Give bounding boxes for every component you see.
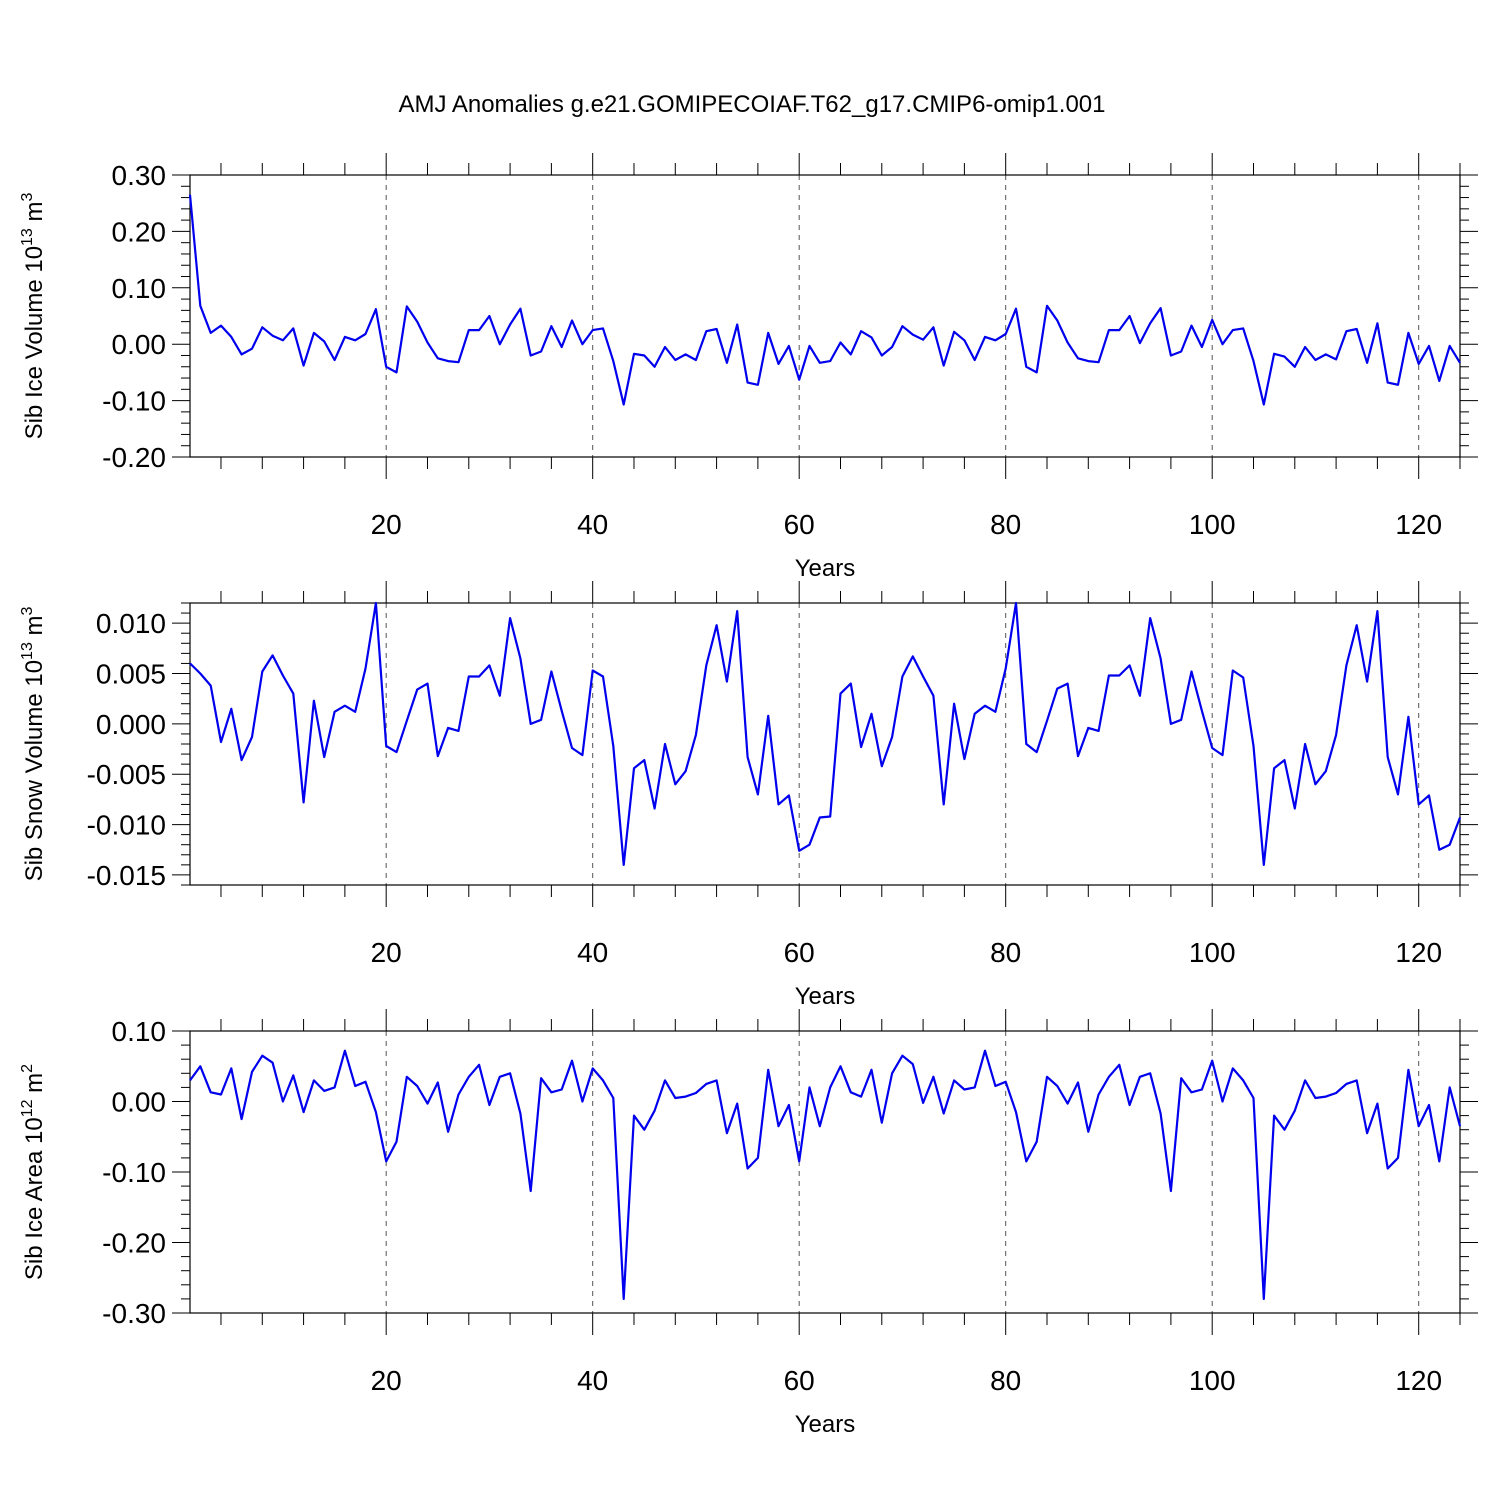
x-axis-label: Years	[795, 983, 856, 1010]
x-axis-label: Years	[795, 1411, 856, 1438]
y-tick-label: 0.10	[112, 1016, 167, 1047]
x-tick-label: 120	[1395, 1365, 1442, 1396]
x-tick-label: 120	[1395, 937, 1442, 968]
y-axis-label: Sib Ice Area 1012 m2	[19, 1064, 48, 1280]
plot-frame	[189, 602, 1461, 886]
y-tick-label: 0.005	[96, 659, 166, 690]
x-tick-label: 40	[577, 937, 608, 968]
y-tick-label: -0.30	[102, 1298, 166, 1329]
y-tick-label: 0.00	[112, 1087, 167, 1118]
x-tick-label: 100	[1189, 1365, 1236, 1396]
x-tick-label: 40	[577, 509, 608, 540]
x-tick-label: 60	[784, 937, 815, 968]
x-tick-label: 80	[990, 509, 1021, 540]
chart-panel-2: -0.015 -0.010 -0.005 0.000 0.005 0.010 20 40 60 8…	[19, 581, 1478, 1010]
y-tick-label: 0.000	[96, 709, 166, 740]
y-tick-label: -0.005	[87, 759, 166, 790]
y-tick-label: -0.010	[87, 810, 166, 841]
y-tick-label: -0.10	[102, 386, 166, 417]
series-line	[189, 601, 1462, 867]
x-tick-label: 40	[577, 1365, 608, 1396]
y-axis-label: Sib Ice Volume 1013 m3	[19, 192, 48, 439]
x-tick-label: 60	[784, 509, 815, 540]
y-tick-label: -0.20	[102, 1228, 166, 1259]
series-line	[189, 1049, 1462, 1301]
chart-panel-1: -0.20 -0.10 0.00 0.10 0.20 0.30 20 40 60 80 100 120…	[19, 153, 1478, 582]
x-tick-label: 100	[1189, 937, 1236, 968]
y-tick-label: -0.20	[102, 442, 166, 473]
x-tick-label: 60	[784, 1365, 815, 1396]
y-axis-label: Sib Snow Volume 1013 m3	[19, 606, 48, 881]
x-axis-label: Years	[795, 555, 856, 582]
x-tick-label: 100	[1189, 509, 1236, 540]
y-tick-label: 0.00	[112, 329, 167, 360]
y-tick-label: -0.015	[87, 860, 166, 891]
plot-frame	[189, 1030, 1461, 1314]
x-tick-label: 80	[990, 1365, 1021, 1396]
y-tick-label: 0.10	[112, 273, 167, 304]
x-tick-label: 20	[371, 509, 402, 540]
chart-panel-3: -0.30 -0.20 -0.10 0.00 0.10 20 40 60 80 100 120 Yea…	[19, 1009, 1478, 1438]
x-tick-label: 120	[1395, 509, 1442, 540]
x-tick-label: 80	[990, 937, 1021, 968]
plot-frame	[189, 174, 1461, 458]
x-tick-label: 20	[371, 937, 402, 968]
y-tick-label: -0.10	[102, 1157, 166, 1188]
x-tick-label: 20	[371, 1365, 402, 1396]
chart-title: AMJ Anomalies g.e21.GOMIPECOIAF.T62_g17.…	[399, 91, 1106, 118]
y-tick-label: 0.30	[112, 160, 167, 191]
y-tick-label: 0.20	[112, 216, 167, 247]
y-tick-label: 0.010	[96, 608, 166, 639]
series-line	[188, 194, 1461, 406]
